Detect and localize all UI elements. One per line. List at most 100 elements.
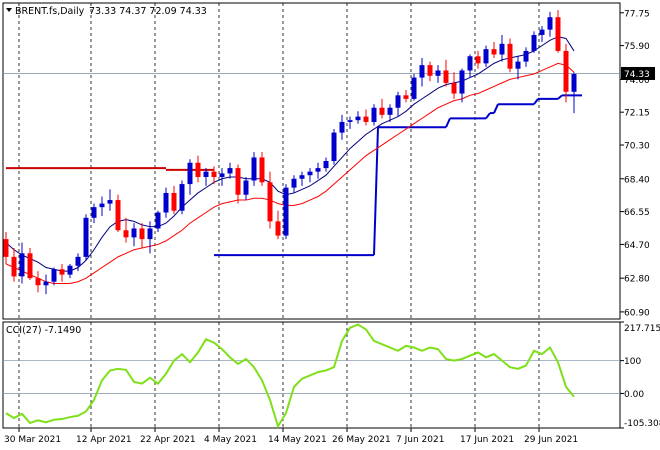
candle-body: [315, 168, 321, 172]
price-y-label: 66.55: [624, 208, 650, 218]
support-riser: [557, 94, 563, 100]
candle-body: [443, 70, 449, 83]
support-riser: [445, 117, 451, 128]
candle-body: [547, 17, 553, 30]
candle-body: [515, 61, 521, 69]
x-label: 22 Apr 2021: [140, 435, 196, 445]
candle-body: [563, 50, 569, 92]
last-price-value: 74.33: [624, 70, 650, 80]
candle-body: [451, 82, 457, 94]
candle-body: [267, 182, 273, 222]
candle-body: [147, 228, 153, 240]
candle-body: [11, 256, 17, 277]
cci-y-label: 217.7155: [624, 324, 660, 334]
cci-y-label: 100: [624, 357, 641, 367]
price-y-label: 70.30: [624, 142, 650, 152]
candle-body: [155, 212, 161, 229]
price-panel-frame: [2, 2, 621, 320]
last-price-marker: 74.33: [621, 66, 655, 80]
price-y-label: 68.40: [624, 175, 650, 185]
cci-y-label: -105.308: [624, 419, 660, 429]
candle-body: [307, 171, 313, 176]
candle-body: [539, 29, 545, 35]
x-label: 12 Apr 2021: [76, 435, 132, 445]
price-y-label: 64.70: [624, 241, 650, 251]
candle-body: [571, 74, 577, 92]
price-y-label: 75.90: [624, 42, 650, 52]
chart-title: BRENT.fs,Daily 73.33 74.37 72.09 74.33: [6, 6, 207, 17]
price-y-label: 77.75: [624, 9, 650, 19]
candle-body: [483, 49, 489, 64]
x-label: 4 May 2021: [204, 435, 257, 445]
candle-body: [51, 269, 57, 282]
support-riser: [485, 112, 491, 119]
candle-body: [507, 43, 513, 69]
candle-body: [259, 157, 265, 183]
candle-body: [555, 17, 561, 51]
candle-body: [43, 281, 49, 286]
candle-body: [243, 180, 249, 195]
candle-body: [251, 157, 257, 181]
cci-series: [5, 323, 575, 429]
cci-label: CCI(27) -7.1490: [6, 325, 81, 336]
x-label: 7 Jun 2021: [396, 435, 444, 445]
support-riser: [493, 103, 499, 114]
price-y-label: 74.00: [624, 76, 650, 86]
price-y-label: 60.90: [624, 308, 650, 318]
candle-body: [3, 239, 9, 257]
candle-body: [115, 200, 121, 231]
candle-body: [419, 65, 425, 78]
candle-body: [283, 187, 289, 236]
candle-body: [275, 221, 281, 236]
candle-body: [475, 56, 481, 64]
candle-body: [171, 192, 177, 211]
price-candles: [3, 10, 577, 295]
candle-body: [163, 192, 169, 213]
candle-body: [339, 121, 345, 133]
ma-slow-line: [5, 62, 575, 284]
candle-body: [323, 161, 329, 169]
candle-body: [59, 269, 65, 275]
support-riser: [533, 98, 539, 105]
ma-fast-line: [5, 36, 575, 272]
candle-body: [331, 132, 337, 161]
candle-body: [523, 50, 529, 62]
price-y-axis: 77.75 75.90 74.00 72.15 70.30 68.40 66.55 64.70…: [620, 9, 650, 318]
candle-body: [211, 171, 217, 177]
symbol-label: BRENT.fs,Daily: [15, 6, 85, 17]
cci-y-axis: 217.7155 100 0.00 -105.308: [620, 321, 660, 429]
price-y-label: 72.15: [624, 109, 650, 119]
candle-body: [491, 49, 497, 55]
price-panel: 77.75 75.90 74.00 72.15 70.30 68.40 66.55 64.70…: [2, 2, 655, 320]
collapse-triangle-icon[interactable]: [6, 8, 12, 12]
price-grid: [18, 3, 540, 319]
x-label: 29 Jun 2021: [524, 435, 578, 445]
candle-body: [139, 228, 145, 240]
candle-body: [499, 43, 505, 55]
candle-body: [67, 265, 73, 275]
candle-body: [387, 107, 393, 115]
x-axis: 30 Mar 2021 12 Apr 2021 22 Apr 2021 4 May 2…: [4, 428, 578, 445]
candle-body: [187, 162, 193, 185]
candle-body: [99, 203, 105, 208]
candle-body: [531, 34, 537, 51]
candle-body: [91, 207, 97, 218]
last-price-badge: [621, 66, 655, 80]
ohlc-label: 73.33 74.37 72.09 74.33: [89, 6, 207, 17]
candle-body: [203, 171, 209, 177]
candle-body: [411, 77, 417, 99]
candle-body: [123, 230, 129, 238]
candle-body: [427, 65, 433, 76]
candle-body: [131, 228, 137, 238]
candle-body: [291, 178, 297, 188]
candle-body: [219, 173, 225, 177]
candle-body: [107, 200, 113, 204]
candle-body: [35, 278, 41, 286]
candle-body: [363, 116, 369, 122]
candle-body: [235, 168, 241, 195]
x-label: 14 May 2021: [268, 435, 327, 445]
x-label: 17 Jun 2021: [460, 435, 514, 445]
candle-body: [347, 120, 353, 122]
candle-body: [299, 175, 305, 179]
